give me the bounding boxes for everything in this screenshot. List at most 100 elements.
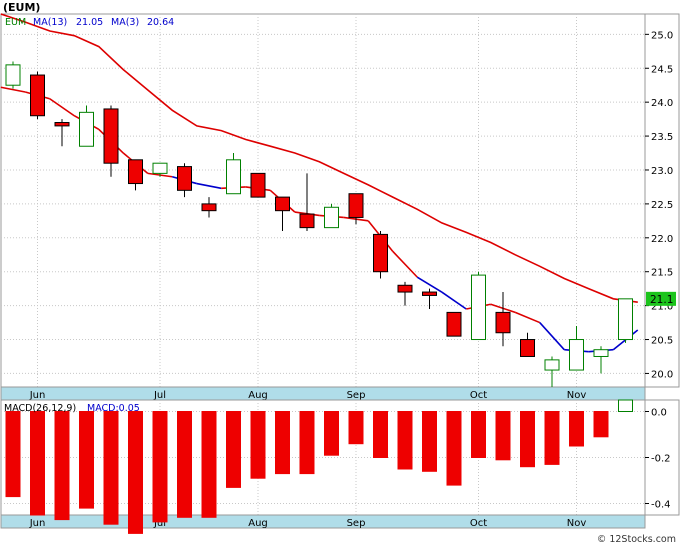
candle (422, 288, 437, 310)
candle-body (103, 108, 119, 164)
macd-bar (618, 399, 633, 412)
ma13-path (0, 13, 638, 303)
macd-bar (54, 411, 70, 521)
macd-bar (5, 411, 21, 498)
candle-body (152, 162, 168, 174)
price-y-tick-label: 24.0 (651, 98, 673, 109)
macd-x-tick-label: Oct (470, 518, 487, 529)
candle-body (593, 349, 609, 357)
macd-label: MACD(26,12,9) (4, 403, 76, 414)
price-y-tick-label: 22.5 (651, 200, 673, 211)
last-price-box (646, 291, 676, 306)
candle (471, 271, 486, 341)
price-x-tick-label: Oct (470, 390, 487, 401)
candle (103, 105, 119, 177)
watermark: © 12Stocks.com (597, 534, 676, 545)
candle-body (569, 339, 584, 371)
price-x-tick-label: Nov (567, 390, 587, 401)
candle-body (177, 166, 192, 191)
macd-y-axis-band (644, 399, 680, 516)
macd-y-axis: 0.0 -0.2 -0.4 (645, 408, 671, 511)
candle-body (397, 284, 413, 293)
candle-body (471, 274, 486, 341)
ma3-segment (514, 311, 541, 324)
candle-body (299, 213, 315, 229)
macd-y-tick-label: -0.2 (651, 454, 671, 465)
candle-body (128, 159, 143, 185)
candle (520, 332, 535, 357)
candle (446, 311, 462, 337)
candle-body (422, 291, 437, 296)
candle (569, 325, 584, 371)
ma3-segment (441, 291, 467, 310)
candle-body (79, 111, 94, 147)
macd-bar (177, 411, 192, 518)
candle-body (250, 172, 266, 198)
macd-y-tick-label: -0.4 (651, 500, 671, 511)
price-y-axis-band (644, 13, 680, 388)
macd-x-tick-label: Nov (567, 518, 587, 529)
candle (226, 153, 241, 195)
macd-x-tick-label: Jul (153, 518, 166, 529)
ma3-segment (0, 86, 26, 93)
macd-bar (275, 411, 290, 475)
macd-bar (128, 411, 143, 534)
macd-bar (324, 411, 339, 456)
macd-bar (103, 411, 119, 525)
macd-bar (299, 411, 315, 475)
candle-body (5, 64, 21, 86)
macd-bar (348, 411, 364, 445)
last-price-marker: 21.1 (646, 291, 676, 306)
candle-body (54, 122, 70, 127)
macd-x-tick-label: Jun (29, 518, 46, 529)
candle (348, 193, 364, 225)
candle-body (446, 311, 462, 337)
candle (79, 105, 94, 147)
price-panel-background (0, 13, 646, 388)
candle (128, 159, 143, 191)
candle (54, 119, 70, 147)
price-x-tick-label: Jun (29, 390, 46, 401)
candle-body (348, 193, 364, 218)
price-x-tick-label: Aug (248, 390, 268, 401)
price-x-axis-band (0, 386, 646, 401)
macd-bar (593, 411, 609, 438)
macd-bar (422, 411, 437, 472)
candle-body (373, 233, 388, 273)
ma3-segment (392, 250, 418, 278)
ma3-segment (416, 276, 443, 293)
candle (373, 231, 388, 279)
macd-bar (446, 411, 462, 486)
legend-ma13-label: MA(13) (33, 17, 67, 28)
price-y-axis: 20.0 20.5 21.0 21.5 22.0 22.5 23.0 23.5 24.0 24.5… (645, 30, 673, 380)
candle (5, 61, 21, 89)
macd-bar (79, 411, 94, 509)
candle-body (618, 298, 633, 341)
macd-x-axis-band (0, 514, 646, 529)
macd-bar (201, 411, 217, 518)
candle (201, 197, 217, 218)
macd-bar (471, 411, 486, 458)
candle (177, 163, 192, 198)
macd-y-tick-label: 0.0 (651, 408, 667, 419)
macd-bar (152, 411, 168, 523)
candle-body (275, 196, 290, 212)
macd-bar (373, 411, 388, 458)
candle-body (226, 159, 241, 195)
candle (30, 71, 45, 120)
price-x-tick-label: Sep (347, 390, 366, 401)
ma3-segment (49, 98, 75, 117)
candle-body (30, 74, 45, 117)
price-y-tick-label: 23.0 (651, 166, 673, 177)
macd-value-label: MACD:0.05 (87, 403, 140, 414)
legend-ma13-value: 21.05 (76, 17, 103, 28)
candle (397, 281, 413, 306)
price-y-tick-label: 20.5 (651, 336, 673, 347)
candlesticks (5, 61, 633, 387)
price-y-tick-label: 23.5 (651, 132, 673, 143)
ma3-segment (196, 182, 222, 190)
price-y-tick-label: 21.0 (651, 302, 673, 313)
candle (544, 356, 560, 387)
legend-ma3-value: 20.64 (147, 17, 174, 28)
candle (250, 172, 266, 198)
